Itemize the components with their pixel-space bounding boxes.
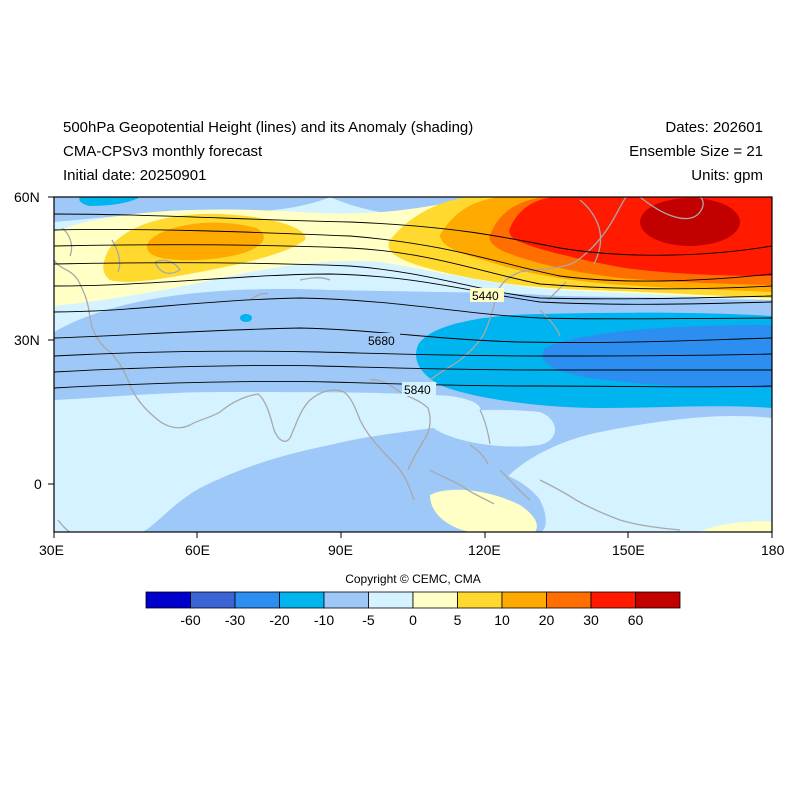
colorbar-swatch (279, 591, 325, 609)
map-title: 500hPa Geopotential Height (lines) and i… (63, 119, 474, 136)
anomaly-shading (54, 197, 772, 532)
initial-date: Initial date: 20250901 (63, 167, 207, 184)
contour-label-bg (470, 288, 504, 302)
colorbar-label: 60 (627, 612, 644, 628)
colorbar-label: 20 (538, 612, 555, 628)
coastlines (54, 197, 704, 532)
ensemble-size: Ensemble Size = 21 (629, 143, 763, 160)
contour-label-5840: 5840 (404, 383, 431, 397)
forecast-dates: Dates: 202601 (665, 119, 763, 136)
axis-ticks (48, 196, 773, 538)
colorbar-label: -30 (224, 612, 246, 628)
copyright-text: Copyright © CEMC, CMA (345, 572, 481, 586)
shade-plus60 (640, 198, 740, 246)
model-subtitle: CMA-CPSv3 monthly forecast (63, 143, 263, 160)
y-tick-30n: 30N (14, 332, 40, 348)
contour-label-bg (402, 382, 436, 396)
contour-label-5440: 5440 (472, 289, 499, 303)
colorbar-label: 5 (453, 612, 462, 628)
colorbar-swatch (145, 591, 191, 609)
x-tick-120e: 120E (468, 542, 501, 558)
colorbar-label: -10 (313, 612, 335, 628)
x-tick-90e: 90E (328, 542, 353, 558)
x-tick-60e: 60E (185, 542, 210, 558)
y-tick-0: 0 (34, 476, 42, 492)
contour-label-5680: 5680 (368, 334, 395, 348)
colorbar-swatch (190, 591, 236, 609)
x-tick-180: 180 (761, 542, 785, 558)
colorbar-swatch (457, 591, 503, 609)
units-label: Units: gpm (691, 167, 763, 184)
colorbar-label: -5 (362, 612, 375, 628)
shade-minus20 (542, 325, 772, 388)
colorbar-swatch (501, 591, 547, 609)
colorbar-label: 30 (583, 612, 599, 628)
x-tick-150e: 150E (612, 542, 645, 558)
colorbar-swatch (635, 591, 681, 609)
contour-label-bg (366, 333, 400, 347)
colorbar-swatch (234, 591, 280, 609)
y-tick-60n: 60N (14, 189, 40, 205)
x-tick-30e: 30E (39, 542, 64, 558)
colorbar-label: -60 (180, 612, 201, 628)
colorbar-swatch (368, 591, 414, 609)
plot-frame (53, 196, 773, 533)
colorbar-label: 0 (409, 612, 417, 628)
colorbar (145, 591, 681, 609)
colorbar-swatch (323, 591, 369, 609)
colorbar-swatch (546, 591, 592, 609)
colorbar-swatch (590, 591, 636, 609)
colorbar-label: -20 (269, 612, 290, 628)
colorbar-label: 10 (494, 612, 510, 628)
colorbar-swatch (412, 591, 458, 609)
